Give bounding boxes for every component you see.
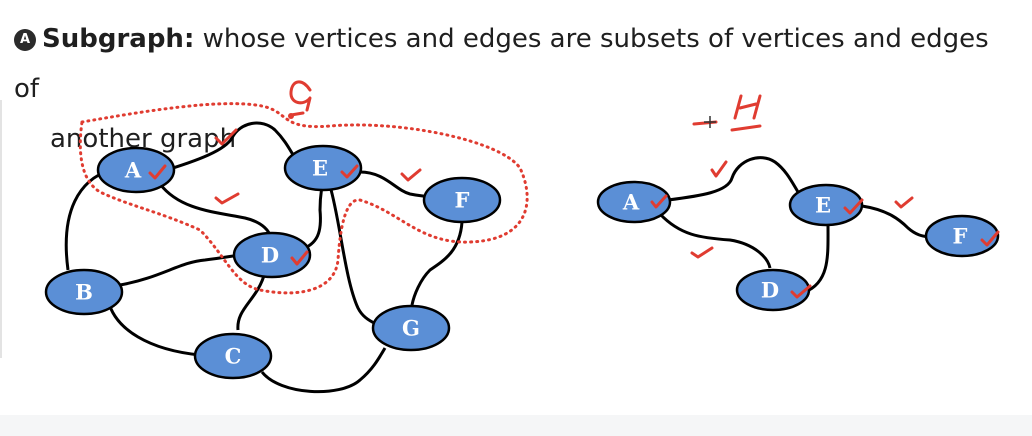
- node-h-d: D: [735, 268, 811, 312]
- handwritten-annotations: [78, 80, 1000, 299]
- section-badge: A: [14, 29, 36, 51]
- edge-a-e: [159, 121, 297, 174]
- heading-line-1: A Subgraph: whose vertices and edges are …: [14, 14, 1014, 114]
- node-h-e: E: [788, 183, 864, 227]
- node-label: A: [622, 190, 640, 215]
- node-h-a: A: [596, 180, 672, 224]
- check-mark-icon: [843, 198, 864, 215]
- node-label: D: [761, 278, 779, 303]
- handwritten-h-label: [733, 94, 762, 120]
- handwritten-h-underline: [730, 124, 762, 132]
- node-h-f: F: [924, 214, 1000, 258]
- term-label: Subgraph:: [42, 24, 195, 54]
- check-mark-icon: [894, 196, 914, 209]
- check-mark-icon: [400, 168, 422, 182]
- node-g-c: C: [193, 332, 273, 380]
- check-mark-icon: [980, 230, 1000, 247]
- edge-f-g: [410, 221, 464, 306]
- check-mark-icon: [790, 284, 812, 299]
- node-label: A: [124, 158, 142, 183]
- node-label: C: [225, 344, 242, 369]
- node-label: F: [455, 188, 470, 213]
- definition-text: whose vertices and edges are subsets of …: [14, 24, 989, 104]
- check-mark-icon: [214, 128, 238, 146]
- subgraph-boundary-dotted: [78, 102, 529, 295]
- node-label: E: [815, 193, 831, 218]
- edge-e-f: [359, 170, 429, 199]
- node-g-g: G: [371, 304, 451, 352]
- check-mark-icon: [650, 194, 668, 209]
- edge-e-g: [328, 185, 377, 326]
- slide-heading: A Subgraph: whose vertices and edges are …: [14, 14, 1014, 164]
- graph-g-nodes: A B C D E F G: [44, 144, 502, 380]
- node-label: E: [312, 156, 328, 181]
- check-mark-icon: [710, 160, 728, 178]
- handwritten-g-label: [289, 80, 312, 112]
- pen-dot: [288, 113, 294, 119]
- node-label: D: [261, 243, 279, 268]
- check-mark-icon: [290, 250, 309, 266]
- node-g-b: B: [44, 268, 124, 316]
- graph-h-edges: [658, 156, 929, 294]
- node-g-f: F: [422, 176, 502, 224]
- edge-c-g: [260, 347, 387, 394]
- edge-b-c: [106, 299, 201, 357]
- edge-d-c: [236, 271, 267, 331]
- edge-a-b: [64, 168, 111, 271]
- node-g-e: E: [283, 144, 363, 192]
- edge-h-e-f: [861, 204, 929, 239]
- node-label: F: [953, 224, 968, 249]
- edge-d-e: [299, 184, 324, 252]
- node-g-a: A: [96, 146, 176, 194]
- node-g-d: D: [232, 231, 312, 279]
- edge-a-d: [158, 183, 272, 241]
- left-rule: [0, 100, 2, 358]
- check-mark-icon: [340, 164, 359, 179]
- check-mark-icon: [148, 164, 167, 180]
- slide: A Subgraph: whose vertices and edges are …: [0, 14, 1014, 394]
- node-label: B: [75, 280, 93, 305]
- check-mark-icon: [214, 192, 240, 205]
- graph-h-nodes: A D E F: [596, 180, 1000, 312]
- subgraph-diagram: A B C D E F G: [44, 80, 1000, 394]
- edge-b-d: [119, 253, 241, 287]
- check-mark-icon: [690, 246, 714, 259]
- edge-h-a-d: [658, 212, 772, 269]
- node-label: G: [402, 316, 420, 341]
- edge-h-e-d: [804, 224, 830, 294]
- edge-h-a-e: [667, 156, 800, 202]
- cursor-icon: [704, 116, 716, 128]
